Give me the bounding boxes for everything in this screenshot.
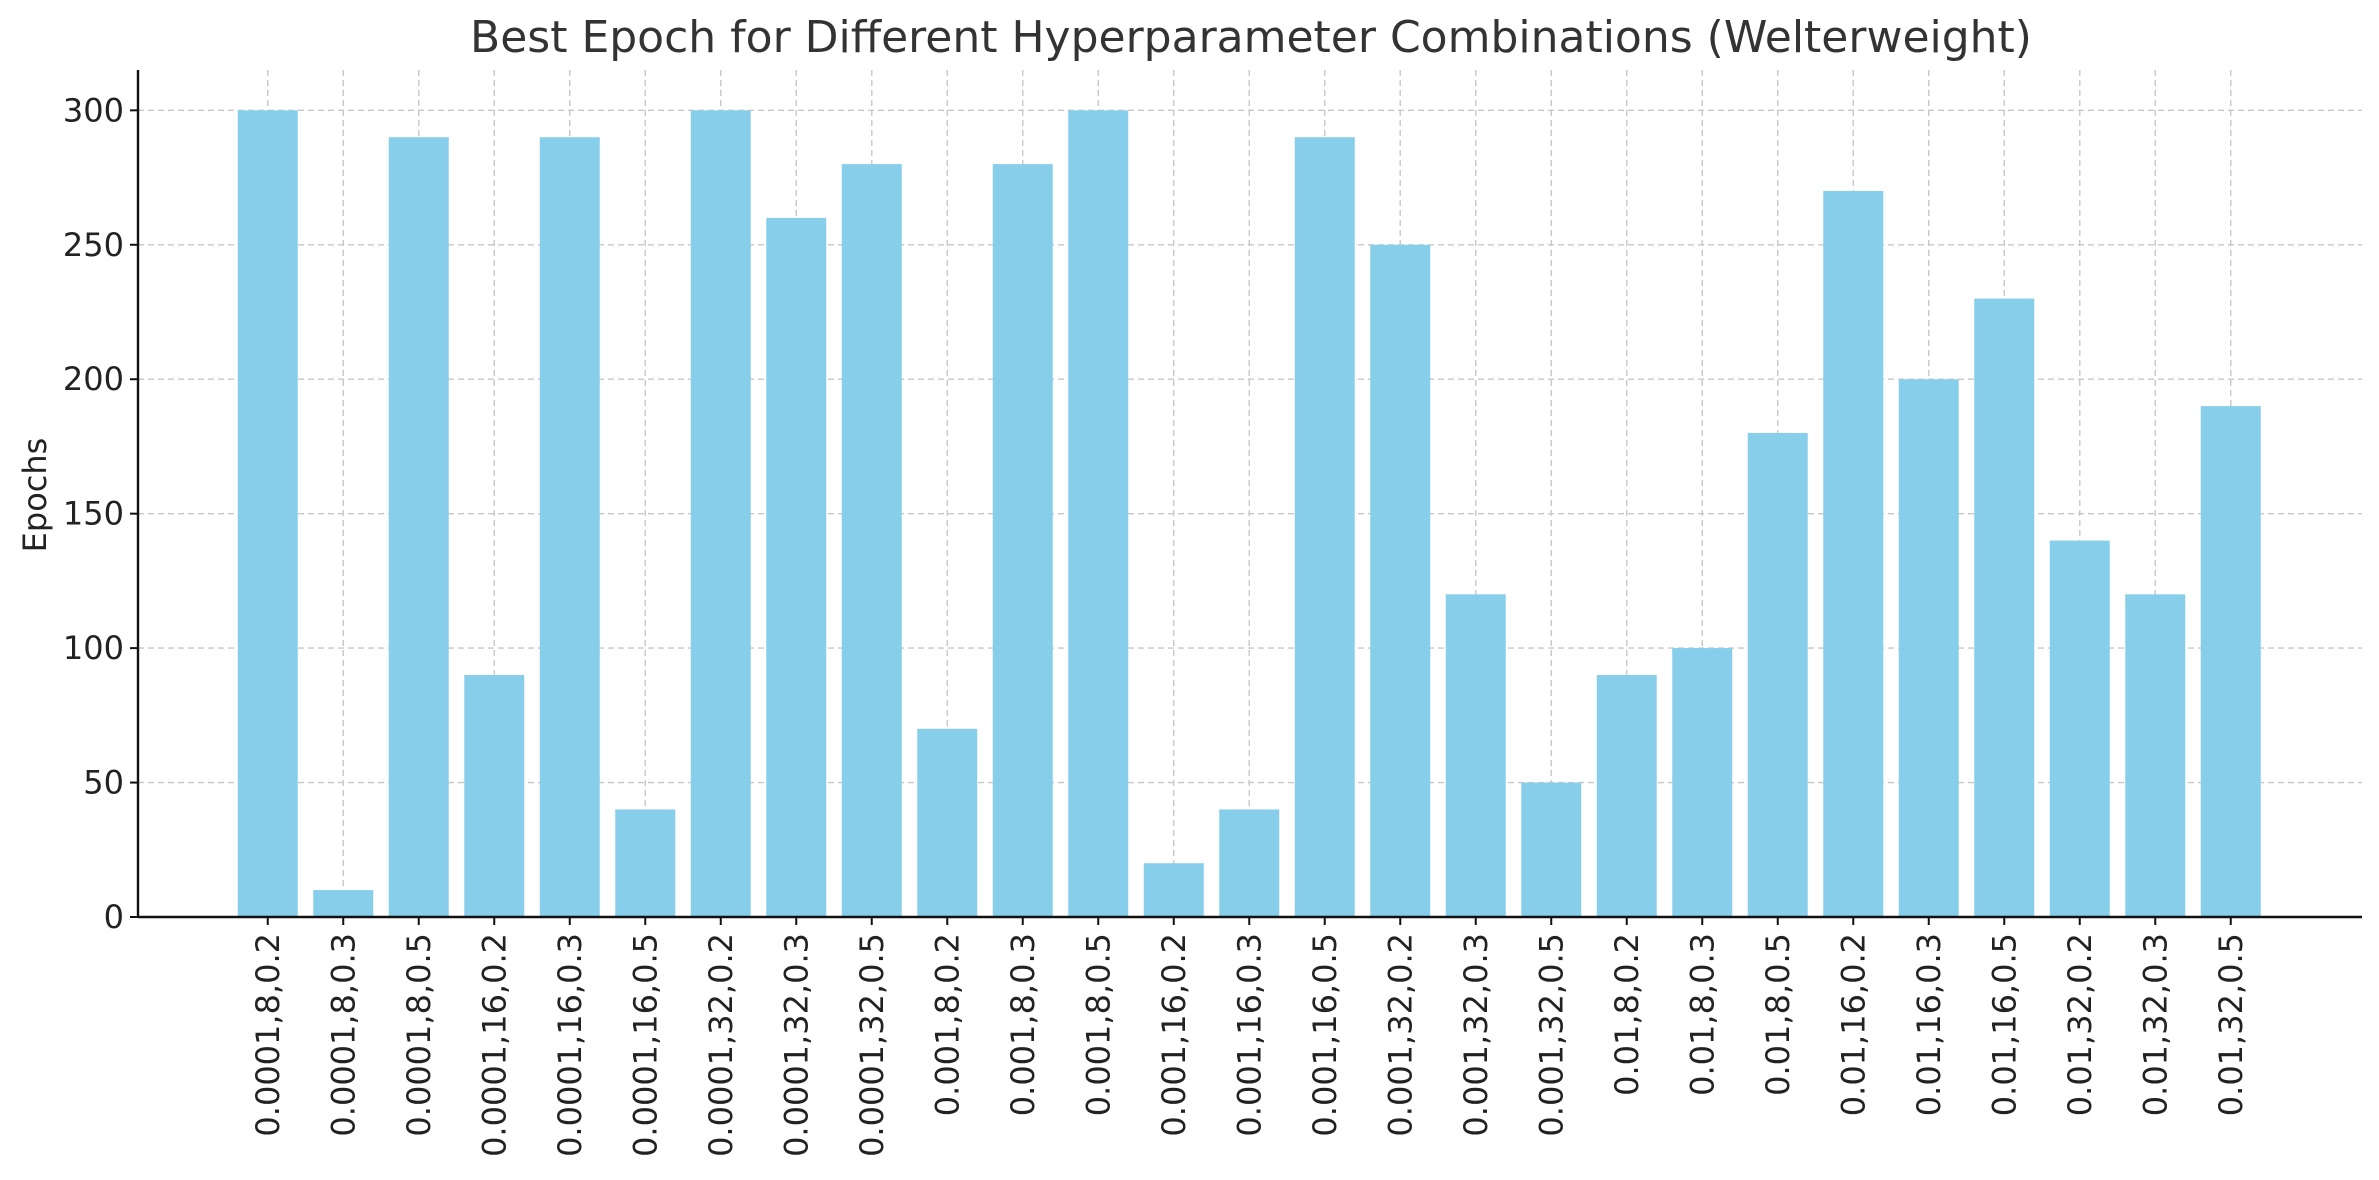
bar: [1974, 298, 2035, 917]
bar: [464, 675, 525, 917]
x-axis-ticks: 0.0001,8,0.2 0.0001,8,0.3 0.0001,8,0.5 0.00…: [249, 917, 2250, 1157]
y-tick-label: 50: [83, 764, 124, 802]
bar: [313, 890, 374, 917]
x-tick-label: 0.001,16,0.2: [1155, 933, 1193, 1137]
bar: [766, 217, 827, 917]
x-tick-label: 0.01,16,0.5: [1985, 933, 2023, 1116]
bar: [539, 137, 600, 917]
x-tick-label: 0.01,32,0.3: [2136, 933, 2174, 1116]
bar: [1294, 137, 1355, 917]
bar: [917, 728, 978, 917]
bar: [841, 164, 902, 918]
x-tick-label: 0.0001,32,0.2: [702, 933, 740, 1157]
x-tick-label: 0.01,8,0.3: [1683, 933, 1721, 1096]
y-tick-label: 200: [63, 360, 124, 398]
x-tick-label: 0.01,16,0.2: [1834, 933, 1872, 1116]
x-tick-label: 0.0001,16,0.5: [626, 933, 664, 1157]
bar: [1445, 594, 1506, 917]
y-tick-label: 150: [63, 495, 124, 533]
bar: [237, 110, 298, 918]
x-tick-label: 0.001,16,0.5: [1306, 933, 1344, 1137]
x-tick-label: 0.001,8,0.2: [928, 933, 966, 1116]
y-axis-label: Epochs: [16, 438, 54, 553]
x-tick-label: 0.0001,32,0.5: [853, 933, 891, 1157]
x-tick-label: 0.01,32,0.2: [2061, 933, 2099, 1116]
bar: [1521, 782, 1582, 917]
x-tick-label: 0.0001,8,0.2: [249, 933, 287, 1137]
x-tick-label: 0.0001,32,0.3: [777, 933, 815, 1157]
chart-title: Best Epoch for Different Hyperparameter …: [470, 12, 2032, 63]
bar: [615, 809, 676, 917]
x-tick-label: 0.0001,8,0.3: [324, 933, 362, 1137]
x-tick-label: 0.001,32,0.5: [1532, 933, 1570, 1137]
bar: [2125, 594, 2186, 917]
bar: [2200, 406, 2261, 917]
y-tick-label: 0: [104, 898, 124, 936]
bar: [1898, 379, 1959, 917]
bar: [1370, 244, 1431, 917]
bars: [237, 110, 2261, 918]
x-tick-label: 0.0001,8,0.5: [400, 933, 438, 1137]
bar: [1596, 675, 1657, 917]
y-tick-label: 100: [63, 629, 124, 667]
bar: [1747, 433, 1808, 917]
x-tick-label: 0.01,8,0.2: [1608, 933, 1646, 1096]
bar: [1143, 863, 1204, 917]
bar: [1823, 191, 1884, 917]
x-tick-label: 0.001,8,0.5: [1079, 933, 1117, 1116]
x-tick-label: 0.0001,16,0.2: [475, 933, 513, 1157]
y-tick-label: 250: [63, 226, 124, 264]
x-tick-label: 0.01,8,0.5: [1759, 933, 1797, 1096]
y-axis-ticks: 0 50 100 150 200 250 300: [63, 91, 138, 936]
x-tick-label: 0.0001,16,0.3: [551, 933, 589, 1157]
x-tick-label: 0.01,16,0.3: [1910, 933, 1948, 1116]
x-tick-label: 0.001,32,0.3: [1457, 933, 1495, 1137]
bar: [1068, 110, 1129, 918]
bar: [1672, 648, 1733, 917]
y-tick-label: 300: [63, 91, 124, 129]
x-tick-label: 0.001,16,0.3: [1230, 933, 1268, 1137]
bar: [388, 137, 449, 917]
x-tick-label: 0.01,32,0.5: [2212, 933, 2250, 1116]
x-tick-label: 0.001,32,0.2: [1381, 933, 1419, 1137]
bar: [2049, 540, 2110, 917]
x-tick-label: 0.001,8,0.3: [1004, 933, 1042, 1116]
bar: [1219, 809, 1280, 917]
bar: [992, 164, 1053, 918]
bar: [690, 110, 751, 918]
